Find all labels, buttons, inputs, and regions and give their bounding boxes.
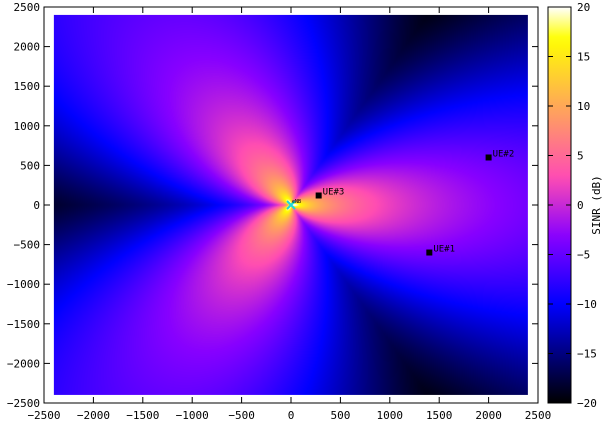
ue-label: UE#1: [433, 245, 455, 255]
x-tick-label: −1000: [176, 409, 209, 422]
axes: −2500 −2000 −1500 −1000 −500 0 500 1000 1500 2000…: [7, 1, 551, 422]
enb-marker-cross: [286, 200, 296, 210]
x-tick-label: −500: [228, 409, 255, 422]
colorbar-tick-label: −5: [577, 249, 590, 262]
ue-marker: [315, 192, 322, 199]
x-tick-label: 500: [330, 409, 350, 422]
y-tick-label: −2000: [7, 357, 40, 370]
colorbar-tick-label: 20: [577, 1, 590, 14]
y-tick-label: 2000: [14, 41, 41, 54]
ue-label: UE#2: [493, 149, 515, 159]
x-tick-label: 0: [288, 409, 295, 422]
y-tick-label: 2500: [14, 1, 41, 14]
y-tick-label: 0: [33, 199, 40, 212]
enb-label: eNB: [292, 199, 301, 205]
ue-marker: [426, 249, 433, 256]
x-tick-label: −2000: [77, 409, 110, 422]
y-tick-label: 1000: [14, 120, 41, 133]
y-tick-label: 500: [20, 159, 40, 172]
x-tick-label: −1500: [126, 409, 159, 422]
markers: eNB UE#1 UE#2 UE#3: [286, 149, 515, 256]
colorbar-tick-label: −20: [577, 397, 597, 410]
y-tick-label: −1500: [7, 318, 40, 331]
colorbar-tick-label: −15: [577, 348, 597, 361]
y-tick-label: −2500: [7, 397, 40, 410]
colorbar-tick-label: 0: [577, 199, 584, 212]
y-tick-label: −500: [14, 239, 41, 252]
x-tick-label: −2500: [27, 409, 60, 422]
x-tick-label: 1000: [377, 409, 404, 422]
colorbar-tick-label: 15: [577, 51, 590, 64]
ue-label: UE#3: [323, 187, 345, 197]
x-tick-label: 2000: [475, 409, 502, 422]
x-tick-label: 2500: [525, 409, 552, 422]
x-tick-label: 1500: [426, 409, 453, 422]
colorbar-tick-label: 5: [577, 150, 584, 163]
colorbar-tick-label: −10: [577, 298, 597, 311]
colorbar-tick-label: 10: [577, 100, 590, 113]
y-tick-label: −1000: [7, 278, 40, 291]
colorbar-title: SINR (dB): [590, 175, 603, 235]
colorbar: −20 −15 −10 −5 0 5 10 15 20 SINR (dB): [547, 1, 603, 410]
ue-marker: [485, 154, 492, 161]
y-tick-label: 1500: [14, 80, 41, 93]
